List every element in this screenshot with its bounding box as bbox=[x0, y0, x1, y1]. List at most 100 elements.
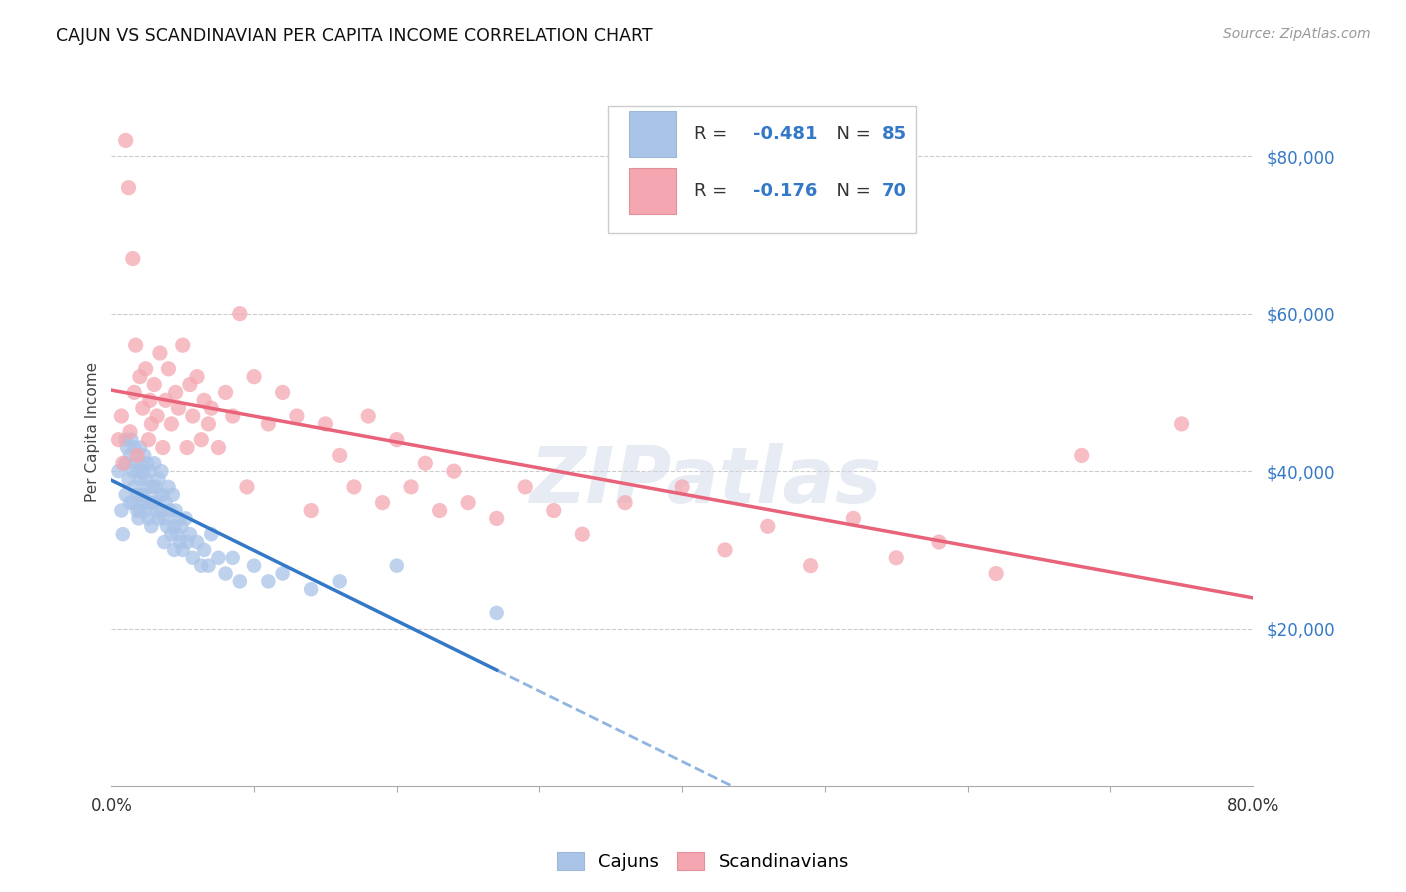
Point bbox=[136, 496, 159, 510]
Point bbox=[485, 511, 508, 525]
Point bbox=[135, 472, 157, 486]
Point bbox=[207, 441, 229, 455]
Point bbox=[167, 511, 190, 525]
Point bbox=[329, 449, 352, 463]
Point bbox=[156, 519, 179, 533]
Point bbox=[170, 519, 193, 533]
Point bbox=[222, 550, 245, 565]
Legend: Cajuns, Scandinavians: Cajuns, Scandinavians bbox=[550, 846, 856, 879]
Point bbox=[118, 425, 141, 439]
Point bbox=[485, 606, 508, 620]
Point bbox=[114, 433, 136, 447]
Point bbox=[138, 511, 160, 525]
Point bbox=[800, 558, 823, 573]
Point bbox=[172, 338, 194, 352]
Point bbox=[153, 511, 176, 525]
Point bbox=[153, 535, 176, 549]
Point bbox=[842, 511, 865, 525]
Point bbox=[143, 377, 166, 392]
Point bbox=[110, 503, 132, 517]
Point bbox=[120, 433, 142, 447]
Point bbox=[138, 480, 160, 494]
Point bbox=[132, 496, 155, 510]
Point bbox=[150, 464, 173, 478]
Point bbox=[145, 480, 167, 494]
Point bbox=[127, 503, 149, 517]
Point bbox=[149, 488, 172, 502]
Point bbox=[150, 503, 173, 517]
Point bbox=[343, 480, 366, 494]
Point bbox=[139, 393, 162, 408]
FancyBboxPatch shape bbox=[628, 169, 676, 214]
Text: -0.176: -0.176 bbox=[754, 182, 817, 200]
Point bbox=[571, 527, 593, 541]
Point bbox=[143, 456, 166, 470]
Point bbox=[155, 393, 177, 408]
Point bbox=[200, 401, 222, 416]
Point bbox=[138, 433, 160, 447]
Point bbox=[222, 409, 245, 423]
Point bbox=[114, 456, 136, 470]
Point bbox=[190, 433, 212, 447]
Point bbox=[165, 503, 187, 517]
Point bbox=[127, 488, 149, 502]
Point bbox=[385, 558, 408, 573]
Text: CAJUN VS SCANDINAVIAN PER CAPITA INCOME CORRELATION CHART: CAJUN VS SCANDINAVIAN PER CAPITA INCOME … bbox=[56, 27, 652, 45]
Point bbox=[415, 456, 437, 470]
Point bbox=[197, 417, 219, 431]
Point bbox=[271, 566, 294, 581]
Point bbox=[214, 385, 236, 400]
Point bbox=[114, 488, 136, 502]
Point bbox=[515, 480, 537, 494]
Point bbox=[129, 369, 152, 384]
Point bbox=[128, 511, 150, 525]
Point bbox=[200, 527, 222, 541]
Point bbox=[166, 527, 188, 541]
Point bbox=[229, 574, 252, 589]
FancyBboxPatch shape bbox=[607, 106, 917, 234]
Point bbox=[131, 456, 153, 470]
Point bbox=[142, 480, 165, 494]
FancyBboxPatch shape bbox=[628, 111, 676, 157]
Point bbox=[186, 535, 208, 549]
Point bbox=[371, 496, 394, 510]
Point bbox=[141, 496, 163, 510]
Point bbox=[117, 472, 139, 486]
Point bbox=[614, 496, 637, 510]
Point bbox=[110, 409, 132, 423]
Point bbox=[165, 385, 187, 400]
Point bbox=[152, 441, 174, 455]
Point bbox=[129, 503, 152, 517]
Point bbox=[129, 441, 152, 455]
Point bbox=[121, 464, 143, 478]
Point bbox=[163, 542, 186, 557]
Point bbox=[181, 409, 204, 423]
Point bbox=[132, 464, 155, 478]
Point bbox=[984, 566, 1007, 581]
Point bbox=[399, 480, 422, 494]
Point bbox=[174, 511, 197, 525]
Point bbox=[157, 361, 180, 376]
Point bbox=[229, 307, 252, 321]
Point bbox=[157, 480, 180, 494]
Point bbox=[214, 566, 236, 581]
Point bbox=[1070, 449, 1092, 463]
Point bbox=[135, 503, 157, 517]
Point bbox=[176, 535, 198, 549]
Point bbox=[141, 417, 163, 431]
Text: -0.481: -0.481 bbox=[754, 125, 817, 143]
Point bbox=[155, 496, 177, 510]
Point bbox=[385, 433, 408, 447]
Point bbox=[139, 464, 162, 478]
Point bbox=[149, 346, 172, 360]
Point bbox=[299, 503, 322, 517]
Point bbox=[122, 480, 145, 494]
Point bbox=[111, 456, 134, 470]
Point bbox=[443, 464, 465, 478]
Text: 85: 85 bbox=[882, 125, 907, 143]
Point bbox=[118, 449, 141, 463]
Point bbox=[136, 456, 159, 470]
Point bbox=[197, 558, 219, 573]
Point bbox=[181, 550, 204, 565]
Point bbox=[134, 488, 156, 502]
